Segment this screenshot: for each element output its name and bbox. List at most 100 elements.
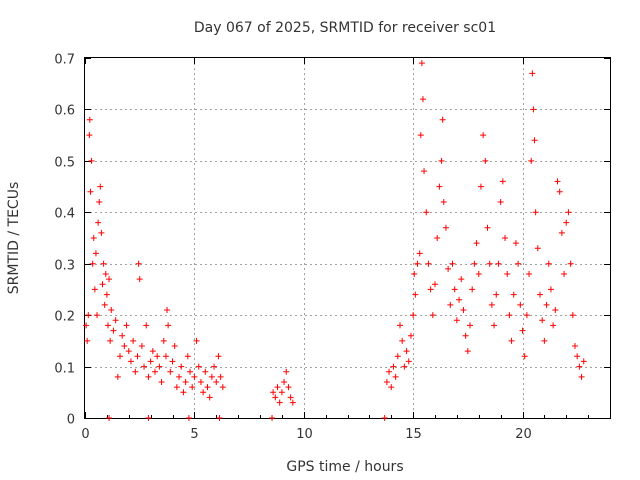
data-point <box>278 389 285 396</box>
data-points <box>83 60 587 421</box>
series-srmtid <box>83 60 587 406</box>
data-point <box>173 384 180 391</box>
data-point <box>149 348 156 355</box>
data-point <box>486 260 493 267</box>
data-point <box>537 291 543 298</box>
data-point <box>484 224 491 231</box>
data-point <box>528 157 535 164</box>
data-point <box>488 301 495 308</box>
y-tick-label: 0 <box>67 413 75 428</box>
data-point <box>127 358 134 365</box>
data-point <box>475 271 482 277</box>
data-point <box>534 245 541 252</box>
y-axis-label: SRMTID / TECUs <box>6 182 22 295</box>
data-point <box>158 379 165 385</box>
data-point <box>92 250 99 257</box>
data-point <box>561 271 568 277</box>
data-point <box>412 291 419 298</box>
data-point <box>397 322 403 329</box>
data-point <box>491 322 498 329</box>
data-point <box>110 327 117 334</box>
data-point <box>440 199 447 205</box>
data-point <box>145 373 152 380</box>
data-point <box>506 312 513 319</box>
y-tick-label: 0.7 <box>54 53 75 68</box>
data-point <box>519 327 526 334</box>
data-point <box>411 271 418 277</box>
data-point <box>169 358 176 365</box>
data-point <box>407 332 414 339</box>
data-point <box>416 250 423 257</box>
data-point <box>442 224 449 231</box>
data-point <box>101 301 108 308</box>
data-point <box>165 322 172 329</box>
data-point <box>569 312 576 319</box>
data-point <box>392 373 399 380</box>
data-point <box>504 271 511 277</box>
data-point <box>119 332 126 339</box>
data-point <box>405 358 412 365</box>
data-point <box>386 368 393 375</box>
data-point <box>184 353 191 360</box>
data-point <box>83 322 90 329</box>
data-point <box>453 317 460 324</box>
data-point <box>213 379 220 385</box>
plot-frame <box>84 57 611 419</box>
data-point <box>447 301 454 308</box>
data-point <box>287 394 294 401</box>
data-point <box>471 260 478 267</box>
data-point <box>462 332 469 339</box>
data-point <box>383 379 390 385</box>
data-point <box>217 373 224 380</box>
data-point <box>390 363 397 370</box>
data-point <box>499 178 506 185</box>
data-point <box>90 235 97 241</box>
data-point <box>281 379 288 385</box>
data-point <box>451 286 458 293</box>
data-point <box>276 399 283 406</box>
data-point <box>539 317 546 324</box>
series-zero-markers <box>106 415 388 421</box>
data-point <box>99 281 106 288</box>
data-point <box>567 260 574 267</box>
data-point <box>456 296 463 303</box>
data-point <box>154 353 161 360</box>
data-point <box>554 178 561 185</box>
data-point <box>530 106 537 113</box>
data-point <box>565 209 572 216</box>
data-point <box>531 137 538 144</box>
y-tick-label: 0.2 <box>54 310 75 325</box>
data-point <box>274 384 281 391</box>
axis-ticks: 0 5 10 15 20 0 0.1 0.2 0.3 0.4 0.5 0.6 0.7 <box>54 53 610 442</box>
x-tick-label: 20 <box>515 427 532 442</box>
data-point <box>556 188 563 195</box>
data-point <box>176 373 183 380</box>
data-point <box>108 307 115 313</box>
data-point <box>438 157 445 164</box>
data-point <box>178 363 185 370</box>
data-point <box>107 337 114 344</box>
x-tick-label: 5 <box>190 427 198 442</box>
data-point <box>458 276 465 283</box>
data-point <box>580 358 587 365</box>
data-point <box>550 322 557 329</box>
data-point <box>95 219 102 226</box>
data-point <box>399 337 406 344</box>
data-point <box>102 271 109 277</box>
data-point <box>97 183 104 190</box>
data-point <box>143 322 150 329</box>
data-point <box>388 384 395 391</box>
data-point <box>152 368 158 375</box>
data-point <box>123 322 130 329</box>
data-point <box>467 322 473 329</box>
data-point <box>285 384 292 391</box>
data-point <box>432 281 438 288</box>
data-point <box>510 291 517 298</box>
data-point <box>543 301 550 308</box>
data-point <box>418 60 425 67</box>
data-point <box>497 199 504 205</box>
data-point <box>289 399 296 406</box>
data-point <box>502 235 508 241</box>
data-point <box>94 312 101 319</box>
